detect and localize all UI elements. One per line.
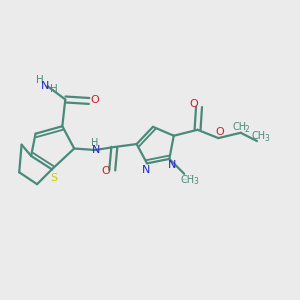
Text: CH: CH (232, 122, 246, 132)
Text: O: O (189, 99, 198, 109)
Text: N: N (142, 165, 151, 175)
Text: N: N (41, 81, 49, 91)
Text: H: H (91, 138, 99, 148)
Text: O: O (215, 127, 224, 136)
Text: O: O (91, 95, 99, 105)
Text: H: H (36, 75, 44, 85)
Text: CH: CH (251, 131, 266, 141)
Text: 3: 3 (194, 177, 199, 186)
Text: 3: 3 (264, 134, 269, 142)
Text: H: H (50, 84, 58, 94)
Text: methyl: methyl (190, 175, 194, 176)
Text: 2: 2 (245, 125, 250, 134)
Text: S: S (51, 173, 58, 183)
Text: O: O (101, 166, 110, 176)
Text: N: N (92, 145, 100, 155)
Text: CH: CH (180, 175, 194, 185)
Text: N: N (168, 160, 176, 170)
Text: methyl: methyl (183, 179, 188, 180)
